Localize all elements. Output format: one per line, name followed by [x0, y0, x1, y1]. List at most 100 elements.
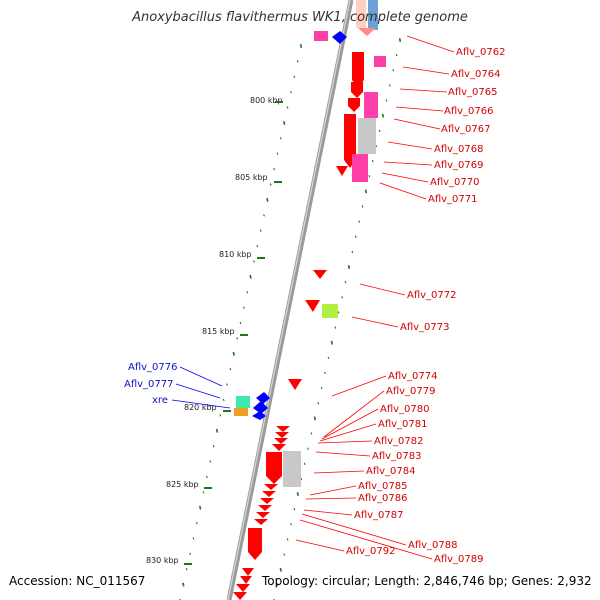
track-tick	[236, 337, 239, 340]
gene-arrow[interactable]	[358, 28, 376, 36]
gene-label[interactable]: Aflv_0767	[441, 124, 491, 135]
forward-gene-labels[interactable]: Aflv_0762 Aflv_0764 Aflv_0765 Aflv_0766 …	[346, 47, 506, 565]
gene-arrow-reverse[interactable]	[256, 392, 270, 404]
gene-arrow[interactable]	[276, 426, 290, 432]
track-tick	[337, 311, 340, 314]
gene-arrow[interactable]	[260, 498, 274, 504]
gene-label[interactable]: Aflv_0764	[451, 69, 501, 80]
gene-arrow[interactable]	[236, 584, 250, 592]
gene-feature[interactable]	[352, 154, 368, 182]
gene-arrow[interactable]	[351, 82, 363, 98]
gene-arrow[interactable]	[288, 379, 302, 390]
track-tick	[273, 598, 275, 600]
gene-label[interactable]: Aflv_0784	[366, 466, 416, 477]
gene-label[interactable]: Aflv_0787	[354, 510, 404, 521]
track-tick	[368, 175, 371, 178]
gene-arrow[interactable]	[305, 300, 320, 312]
gene-arrow[interactable]	[248, 528, 262, 560]
map-title: Anoxybacillus flavithermus WK1, complete…	[132, 10, 468, 25]
track-tick	[395, 53, 398, 57]
gene-label[interactable]: Aflv_0773	[400, 322, 450, 333]
gene-label[interactable]: Aflv_0789	[434, 554, 484, 565]
track-tick	[212, 444, 215, 448]
gene-label[interactable]: Aflv_0780	[380, 404, 430, 415]
gene-label[interactable]: Aflv_0783	[372, 451, 422, 462]
gene-label[interactable]: Aflv_0774	[388, 371, 438, 382]
gene-arrow[interactable]	[348, 98, 360, 112]
gene-feature[interactable]	[364, 92, 378, 118]
gene-arrow[interactable]	[275, 432, 289, 438]
track-tick	[276, 152, 279, 155]
gene-features[interactable]	[233, 0, 386, 600]
gene-arrow[interactable]	[256, 512, 270, 518]
gene-label[interactable]: Aflv_0772	[407, 290, 457, 301]
gene-label[interactable]: Aflv_0766	[444, 106, 494, 117]
gene-label[interactable]: Aflv_0777	[124, 379, 174, 390]
gene-arrow-reverse[interactable]	[332, 31, 347, 44]
track-tick	[253, 260, 255, 263]
track-tick	[259, 229, 262, 232]
track-tick	[344, 280, 347, 284]
gene-label[interactable]: Aflv_0792	[346, 546, 396, 557]
kbp-scale: 800 kbp 805 kbp 810 kbp 815 kbp 820 kbp …	[146, 96, 283, 565]
gene-arrow[interactable]	[274, 438, 288, 444]
gene-feature[interactable]	[234, 408, 248, 416]
gene-arrow[interactable]	[313, 270, 327, 279]
gene-label[interactable]: Aflv_0786	[358, 493, 408, 504]
gene-label[interactable]: Aflv_0782	[374, 436, 424, 447]
gene-label[interactable]: Aflv_0779	[386, 386, 436, 397]
gene-label[interactable]: xre	[152, 395, 168, 406]
track-tick	[189, 552, 191, 556]
gene-feature[interactable]	[358, 118, 376, 154]
track-tick	[378, 129, 381, 133]
track-tick	[242, 306, 245, 309]
gene-arrow[interactable]	[258, 505, 272, 511]
track-tick	[276, 583, 279, 587]
track-tick	[358, 220, 361, 223]
gene-feature[interactable]	[356, 0, 366, 28]
gene-arrow[interactable]	[352, 52, 364, 88]
track-tick	[232, 351, 235, 356]
kbp-label-830: 830 kbp	[146, 556, 179, 565]
track-tick	[398, 38, 402, 42]
gene-arrow-reverse[interactable]	[253, 401, 268, 414]
gene-feature[interactable]	[374, 56, 386, 67]
gene-feature[interactable]	[368, 0, 378, 30]
track-tick	[185, 568, 188, 571]
gene-arrow[interactable]	[240, 576, 252, 584]
gene-feature[interactable]	[283, 451, 301, 487]
gene-arrow[interactable]	[272, 444, 286, 451]
gene-label[interactable]: Aflv_0776	[128, 362, 178, 373]
gene-arrow[interactable]	[266, 452, 282, 484]
track-tick	[307, 447, 309, 450]
gene-label[interactable]: Aflv_0781	[378, 419, 428, 430]
outer-tick-track	[273, 38, 402, 600]
track-tick	[286, 538, 289, 541]
track-tick	[388, 84, 391, 87]
gene-arrow[interactable]	[233, 592, 247, 600]
gene-label[interactable]: Aflv_0770	[430, 177, 480, 188]
gene-arrow[interactable]	[336, 166, 348, 176]
gene-label[interactable]: Aflv_0762	[456, 47, 506, 58]
gene-label[interactable]: Aflv_0765	[448, 87, 498, 98]
gene-label[interactable]: Aflv_0771	[428, 194, 478, 205]
gene-arrow[interactable]	[264, 484, 278, 490]
genome-backbone-highlight	[227, 0, 351, 600]
gene-feature[interactable]	[236, 396, 250, 408]
gene-arrow[interactable]	[254, 519, 268, 525]
gene-arrow-reverse[interactable]	[252, 411, 266, 420]
gene-label[interactable]: Aflv_0788	[408, 540, 458, 551]
gene-arrow[interactable]	[242, 568, 254, 576]
gene-arrow[interactable]	[262, 491, 276, 497]
gene-feature[interactable]	[314, 31, 328, 41]
gene-label[interactable]: Aflv_0785	[358, 481, 408, 492]
gene-label[interactable]: Aflv_0769	[434, 160, 484, 171]
reverse-gene-labels[interactable]: Aflv_0776 Aflv_0777 xre	[124, 362, 178, 406]
track-tick	[226, 383, 228, 386]
kbp-label-820: 820 kbp	[184, 403, 217, 412]
gene-feature[interactable]	[322, 304, 338, 318]
track-tick	[249, 274, 252, 279]
gene-label[interactable]: Aflv_0768	[434, 144, 484, 155]
